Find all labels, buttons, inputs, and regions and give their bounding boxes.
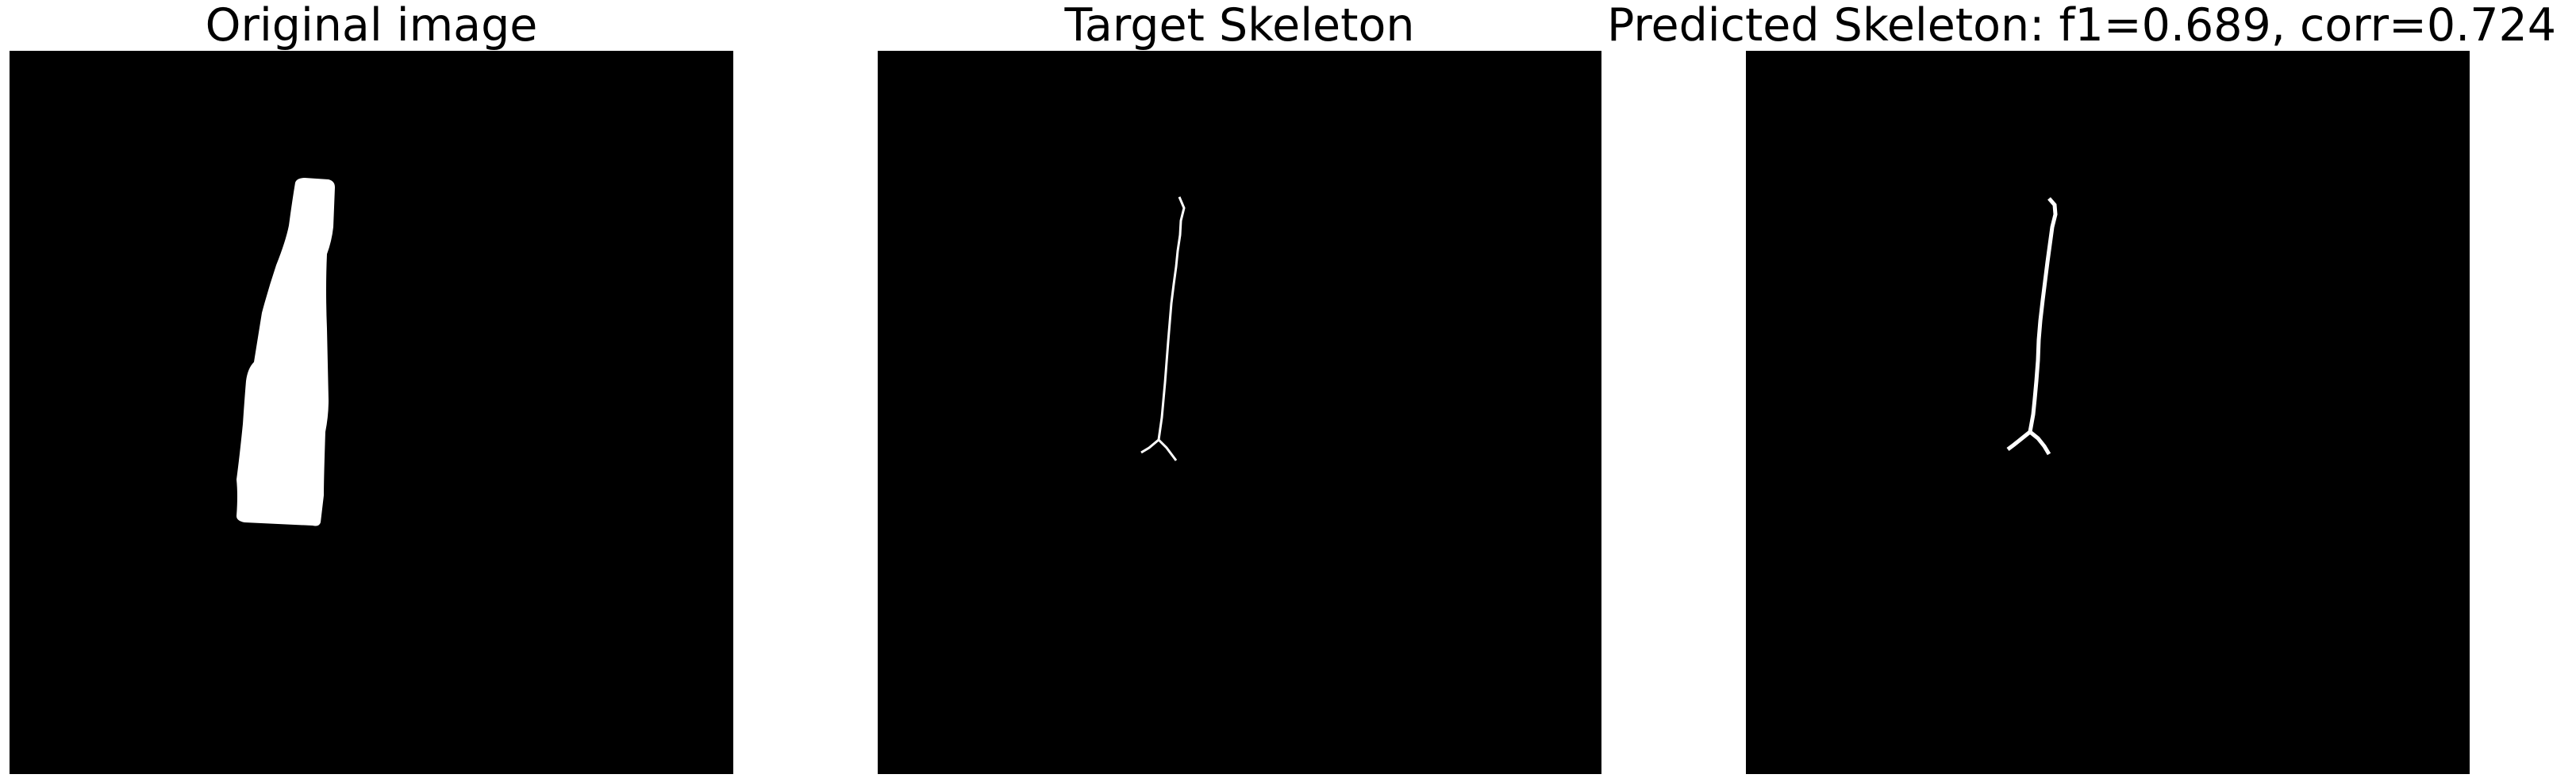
panel-title-predicted: Predicted Skeleton: f1=0.689, corr=0.724 [1606,0,2557,52]
panel-title-target: Target Skeleton [1064,0,1415,52]
predicted-skeleton-drawing [2006,197,2058,456]
skeleton-left-branch [1140,438,1159,454]
target-skeleton-drawing [1140,196,1186,461]
skeleton-right-branch [1157,438,1178,461]
predicted-skeleton-panel [1746,51,2470,774]
skeleton-right-branch [2028,430,2051,456]
panel-title-original: Original image [205,0,538,52]
skeleton-main-branch [1157,196,1186,441]
bottle-shape [236,178,335,526]
original-image-panel [10,51,733,774]
skeleton-left-branch [2006,430,2032,451]
skeleton-main-branch [2028,197,2058,433]
bottle-silhouette [236,178,335,526]
target-skeleton-panel [878,51,1601,774]
